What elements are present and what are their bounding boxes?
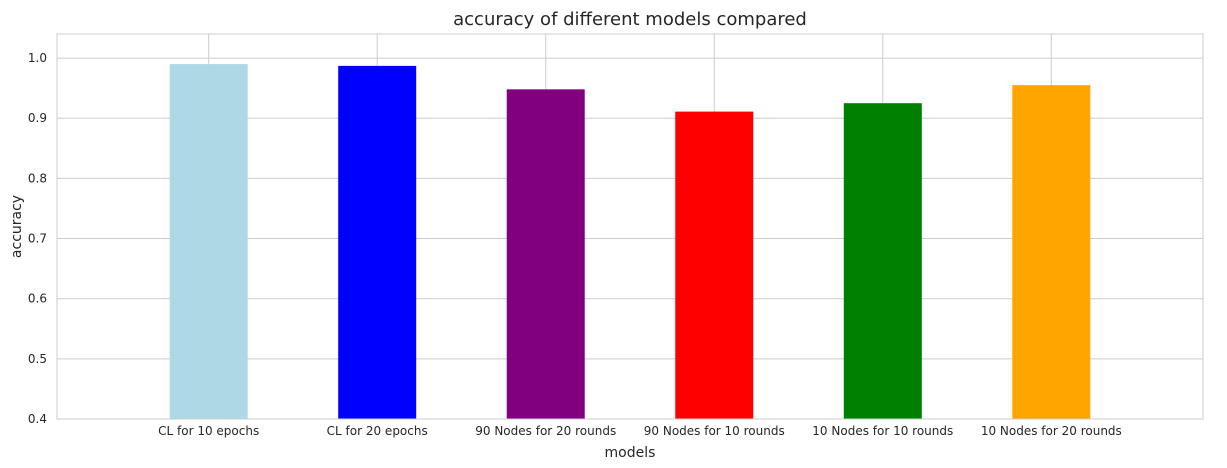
x-tick-label: 10 Nodes for 20 rounds <box>981 424 1122 438</box>
y-tick-label: 0.4 <box>28 412 47 426</box>
bar <box>169 64 248 419</box>
x-tick-label: 10 Nodes for 10 rounds <box>812 424 953 438</box>
bar <box>843 103 922 419</box>
x-tick-label: CL for 20 epochs <box>327 424 428 438</box>
chart-title: accuracy of different models compared <box>453 9 807 30</box>
x-tick-label: 90 Nodes for 20 rounds <box>475 424 616 438</box>
bar <box>675 111 754 419</box>
bars-layer <box>169 64 1091 419</box>
x-tick-label: 90 Nodes for 10 rounds <box>644 424 785 438</box>
y-tick-label: 1.0 <box>28 51 47 65</box>
y-tick-label: 0.7 <box>28 232 47 246</box>
bar <box>506 89 585 419</box>
bar <box>338 65 417 419</box>
y-tick-label: 0.9 <box>28 111 47 125</box>
x-tick-labels: CL for 10 epochs CL for 20 epochs 90 Nodes… <box>158 424 1122 438</box>
plot-frame <box>56 33 1204 420</box>
bar <box>1012 85 1091 419</box>
y-tick-label: 0.8 <box>28 171 47 185</box>
y-tick-label: 0.6 <box>28 292 47 306</box>
y-tick-labels: 0.4 0.5 0.6 0.7 0.8 0.9 1.0 <box>28 51 47 426</box>
x-axis-label: models <box>605 445 656 461</box>
x-tick-label: CL for 10 epochs <box>158 424 259 438</box>
y-axis-label: accuracy <box>9 195 25 258</box>
y-tick-label: 0.5 <box>28 352 47 366</box>
